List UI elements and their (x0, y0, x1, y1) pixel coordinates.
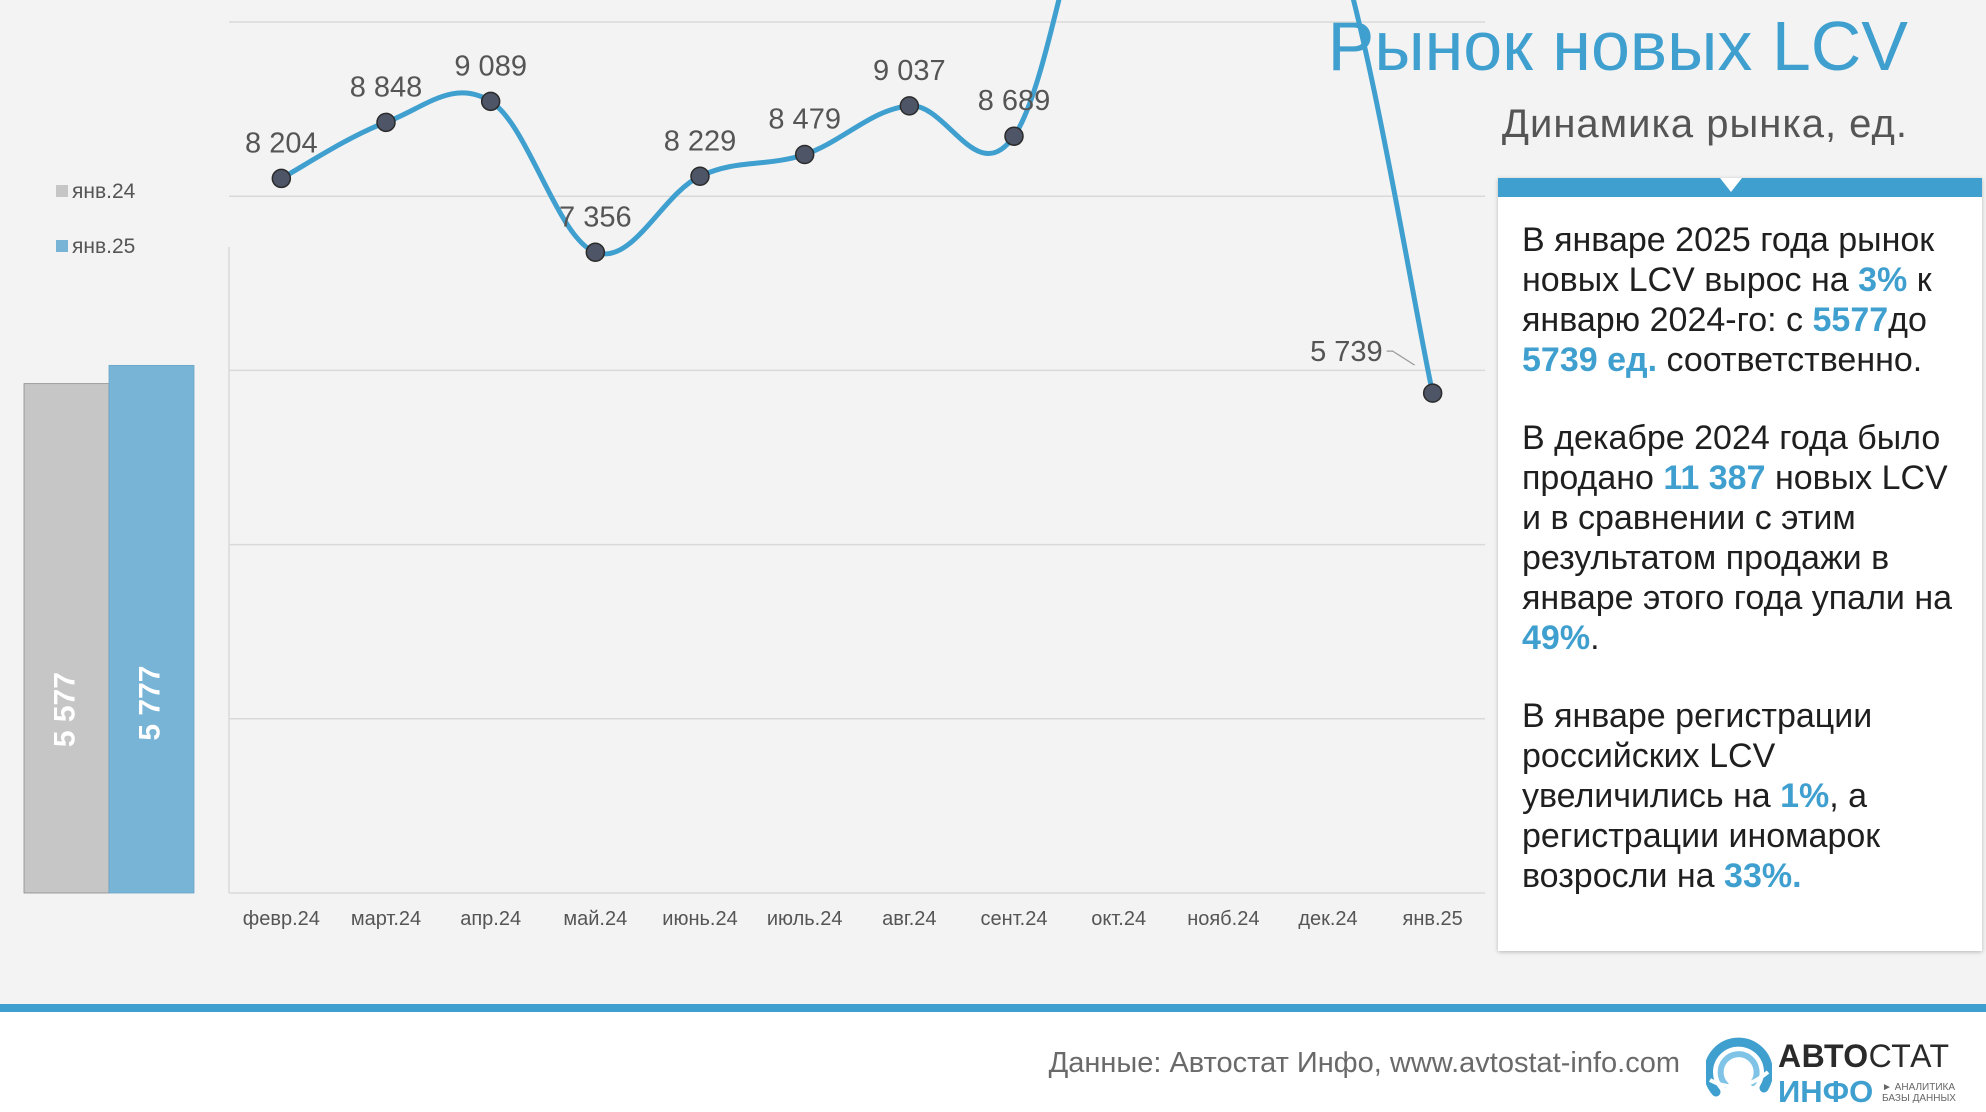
x-tick-label: окт.24 (1091, 908, 1146, 930)
data-label-март.24: 8 848 (350, 71, 423, 103)
info-p2-highlight-1: 11 387 (1663, 459, 1766, 497)
info-p3-text-2: , а регистрации иномарок возросли на (1522, 777, 1881, 895)
line-point-июнь.24 (690, 166, 710, 187)
data-label-авг.24: 9 037 (873, 55, 946, 87)
avtostat-logo-emblem-icon (1706, 1037, 1772, 1097)
legend-item-jan24: янв.24 (56, 180, 135, 204)
data-label-leader-line (1386, 350, 1415, 366)
line-point-янв.25 (1422, 383, 1443, 403)
data-label-сент.24: 8 689 (978, 85, 1051, 117)
info-p1-text-4: соответственно. (1657, 341, 1923, 379)
x-tick-label: февр.24 (243, 908, 320, 930)
info-p3-highlight-1: 1% (1780, 777, 1830, 815)
data-label-янв.25: 5 739 (1310, 336, 1383, 368)
info-panel-header-band (1498, 178, 1982, 197)
info-p3-highlight-2: 33%. (1724, 857, 1802, 895)
legend-swatch-jan25 (56, 240, 68, 252)
logo-tagline-1: ► АНАЛИТИКА (1882, 1082, 1955, 1093)
x-tick-label: сент.24 (981, 908, 1048, 930)
data-label-февр.24: 8 204 (245, 127, 318, 159)
legend-label-jan25: янв.25 (72, 235, 136, 258)
logo-info-text: ИНФО (1778, 1074, 1874, 1109)
x-tick-label: нояб.24 (1187, 908, 1259, 930)
bar-value-label: 5 577 (48, 672, 81, 747)
info-p1-text-2: к январю 2024-го: с (1522, 261, 1932, 339)
line-series-path (280, 0, 1436, 394)
avtostat-logo-wordmark: АВТОСТАТ (1778, 1038, 1950, 1075)
info-panel-text: В январе 2025 года рынок новых LCV вырос… (1522, 220, 1972, 934)
slide-subtitle: Динамика рынка, ед. (1501, 102, 1908, 146)
footer: Данные: Автостат Инфо, www.avtostat-info… (0, 1012, 1986, 1112)
line-point-май.24 (585, 242, 606, 263)
info-p2-text-1: В декабре 2024 года было продано (1522, 419, 1941, 497)
info-p1-text-1: В январе 2025 года рынок новых LCV вырос… (1522, 221, 1935, 299)
x-tick-label: дек.24 (1298, 908, 1357, 930)
chart-area: 5 577 5 777 8 204 8 848 9 089 7 356 8 229 8 479… (23, 0, 1485, 930)
info-p1-highlight-1: 3% (1858, 261, 1908, 299)
line-point-апр.24 (480, 91, 501, 112)
legend-label-jan24: янв.24 (72, 180, 136, 203)
logo-avto-text: АВТО (1778, 1038, 1869, 1074)
x-tick-label: июнь.24 (662, 908, 737, 930)
x-tick-label: авг.24 (882, 908, 936, 930)
legend-swatch-jan24 (56, 185, 68, 197)
footer-source-text: Данные: Автостат Инфо, www.avtostat-info… (1048, 1047, 1680, 1079)
info-panel-notch (1720, 178, 1742, 192)
x-tick-label: апр.24 (460, 908, 521, 930)
data-label-июль.24: 8 479 (768, 103, 841, 135)
avtostat-logo: АВТОСТАТ ИНФО ► АНАЛИТИКА БАЗЫ ДАННЫХ (1706, 1032, 1976, 1112)
line-point-авг.24 (899, 96, 920, 116)
info-paragraph-1: В январе 2025 года рынок новых LCV вырос… (1522, 220, 1972, 380)
info-p1-highlight-3: 5739 ед. (1522, 341, 1658, 379)
x-tick-label: март.24 (351, 908, 421, 930)
info-p2-highlight-2: 49% (1522, 619, 1591, 657)
bar-value-label: 5 777 (133, 666, 166, 741)
info-p2-text-2: новых LCV и в сравнении с этим результат… (1522, 459, 1953, 617)
logo-stat-text: СТАТ (1868, 1038, 1950, 1074)
bar-янв.24 (23, 383, 110, 894)
line-point-март.24 (376, 112, 396, 133)
slide-title: Рынок новых LCV (1327, 7, 1908, 85)
x-tick-label: янв.25 (1403, 908, 1463, 930)
footer-separator (0, 1004, 1986, 1012)
info-panel: В январе 2025 года рынок новых LCV вырос… (1498, 178, 1982, 951)
info-p2-text-3: . (1590, 619, 1600, 657)
line-point-сент.24 (1004, 126, 1024, 146)
data-label-апр.24: 9 089 (454, 50, 527, 82)
line-point-февр.24 (271, 168, 292, 189)
x-tick-label: май.24 (563, 908, 627, 930)
info-paragraph-3: В январе регистрации российских LCV увел… (1522, 696, 1972, 896)
info-p3-text-1: В январе регистрации российских LCV увел… (1522, 697, 1873, 815)
logo-tagline: ► АНАЛИТИКА БАЗЫ ДАННЫХ (1882, 1082, 1956, 1104)
bar-янв.25 (108, 364, 195, 894)
logo-tagline-2: БАЗЫ ДАННЫХ (1882, 1093, 1956, 1104)
data-label-июнь.24: 8 229 (664, 125, 737, 157)
line-point-июль.24 (794, 144, 815, 165)
x-tick-label: июль.24 (767, 908, 843, 930)
info-p1-text-3: до (1888, 301, 1927, 339)
data-label-май.24: 7 356 (559, 201, 632, 233)
legend-item-jan25: янв.25 (56, 235, 135, 259)
info-p1-highlight-2: 5577 (1812, 301, 1889, 339)
info-paragraph-2: В декабре 2024 года было продано 11 387 … (1522, 418, 1972, 658)
